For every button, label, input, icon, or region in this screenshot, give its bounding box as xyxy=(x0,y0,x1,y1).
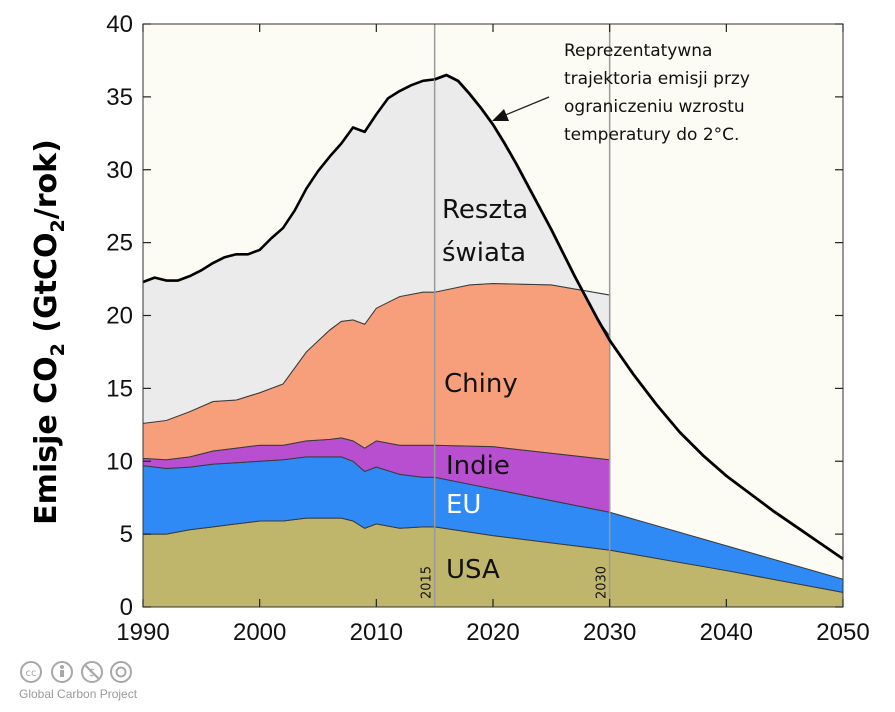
annotation-line-3: ograniczeniu wzrostu xyxy=(564,97,745,117)
y-tick-label-40: 40 xyxy=(106,11,133,38)
annotation-line-1: Reprezentatywna xyxy=(564,41,712,61)
annotation-arrowhead xyxy=(492,109,509,121)
trajectory-line xyxy=(434,73,844,561)
svg-text:cc: cc xyxy=(26,668,37,679)
credit-text: Global Carbon Project xyxy=(19,687,138,701)
label-eu: EU xyxy=(446,490,481,520)
y-tick-label-35: 35 xyxy=(106,84,133,111)
by-icon xyxy=(51,661,73,683)
x-tick-label-2040: 2040 xyxy=(700,619,753,646)
y-tick-label-20: 20 xyxy=(106,303,133,330)
x-tick-label-2050: 2050 xyxy=(816,619,869,646)
ref-label-2030: 2030 xyxy=(595,566,610,599)
y-tick-label-15: 15 xyxy=(106,375,133,402)
label-reszta-line1: Reszta xyxy=(442,195,528,225)
label-chiny: Chiny xyxy=(444,369,518,399)
ref-label-2015: 2015 xyxy=(420,566,435,599)
x-tick-label-2020: 2020 xyxy=(466,619,519,646)
sa-icon xyxy=(110,661,132,683)
label-indie: Indie xyxy=(446,451,510,481)
annotation-arrow xyxy=(502,96,550,117)
license-icons: cc $ xyxy=(20,661,132,683)
y-axis-label: Emisje CO2 (GtCO2/rok) xyxy=(29,139,69,525)
historical-total-line xyxy=(142,78,435,284)
historical-line xyxy=(142,78,435,284)
y-tick-label-5: 5 xyxy=(120,521,133,548)
label-reszta-line2: świata xyxy=(442,238,526,268)
x-tick-label-2000: 2000 xyxy=(233,619,286,646)
x-tick-label-2030: 2030 xyxy=(583,619,636,646)
annotation-line-2: trajektoria emisji przy xyxy=(564,69,750,89)
reference-lines: 2015 2030 xyxy=(420,24,611,607)
y-tick-label-25: 25 xyxy=(106,230,133,257)
axes: 0 5 10 15 20 25 30 35 40 1990 2000 2010 2020 2030 2040… xyxy=(106,11,869,646)
y-tick-label-10: 10 xyxy=(106,448,133,475)
annotation-line-4: temperatury do 2°C. xyxy=(564,125,739,145)
cc-icon xyxy=(20,661,42,683)
y-tick-label-0: 0 xyxy=(120,594,133,621)
y-tick-label-30: 30 xyxy=(106,157,133,184)
x-tick-label-2010: 2010 xyxy=(350,619,403,646)
x-tick-label-1990: 1990 xyxy=(116,619,169,646)
nc-icon xyxy=(81,661,103,683)
trajectory-2c xyxy=(434,73,844,561)
label-usa: USA xyxy=(446,555,500,585)
